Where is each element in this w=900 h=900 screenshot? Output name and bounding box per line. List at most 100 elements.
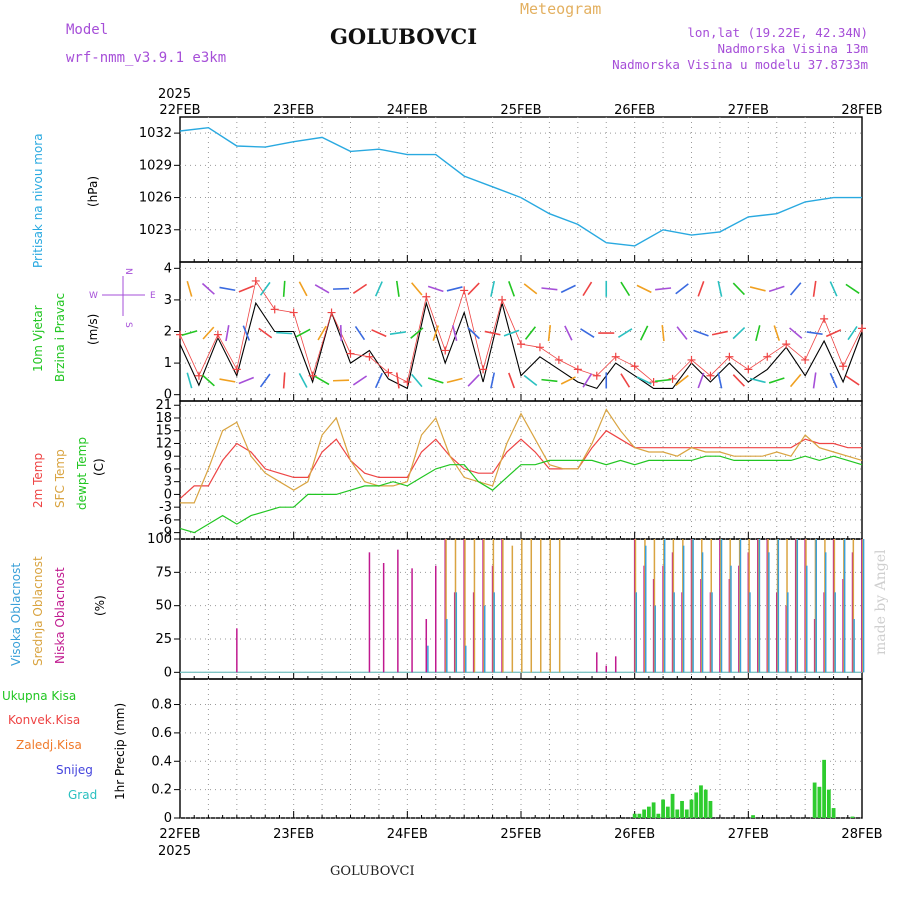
year-bottom: 2025: [158, 844, 191, 859]
wind-arrow: [491, 373, 494, 389]
pressure-panel: 1023102610291032: [139, 117, 862, 262]
wind-unit: (m/s): [86, 314, 100, 345]
precip-bar: [690, 800, 694, 818]
wind-arrow: [390, 332, 406, 334]
cloud-label-low: Niska Oblacnost: [53, 567, 67, 664]
gust-marker: [763, 353, 771, 361]
wind-arrow: [219, 287, 235, 290]
precip-bar: [832, 808, 836, 818]
top-date-label: 22FEB: [159, 103, 200, 118]
precip-bar: [813, 783, 817, 818]
wind-arrow: [296, 329, 310, 337]
temp-unit: (C): [92, 458, 106, 476]
year-top: 2025: [158, 87, 191, 102]
wind-arrow: [219, 379, 235, 382]
precip-panel: 0 0.2 0.4 0.6 0.8: [151, 679, 862, 826]
station-title: GOLUBOVCI: [330, 24, 477, 49]
bottom-date-label: 27FEB: [728, 827, 769, 842]
model-altitude-text: Nadmorska Visina u modelu 37.8733m: [612, 57, 868, 72]
cloud-label-high: Visoka Oblacnost: [9, 563, 23, 666]
temp-label-dew: dewpt Temp: [75, 437, 89, 510]
wind-arrow: [807, 332, 823, 334]
wind-arrow: [618, 329, 632, 337]
top-date-label: 27FEB: [728, 103, 769, 118]
wind-arrow: [718, 281, 721, 297]
wind-arrow: [187, 373, 191, 388]
wind-arrow: [524, 284, 537, 294]
wind-arrow: [299, 282, 307, 296]
y-tick-label: 21: [155, 398, 172, 413]
y-tick-label: 75: [155, 565, 172, 580]
gust-marker: [290, 309, 298, 317]
precip-bar: [751, 815, 755, 818]
pressure-line: [180, 128, 862, 246]
bottom-date-label: 25FEB: [500, 827, 541, 842]
wind-arrow: [848, 326, 857, 339]
precip-bar: [675, 809, 679, 818]
wind-arrow: [733, 283, 744, 295]
wind-arrow: [641, 326, 648, 340]
gust-marker: [555, 356, 563, 364]
cloud-unit: (%): [93, 595, 107, 616]
top-date-label: 25FEB: [500, 103, 541, 118]
wind-arrow: [341, 325, 342, 341]
compass-e: E: [150, 291, 156, 301]
wind-arrow: [791, 283, 801, 295]
precip-labels: Ukupna Kisa Konvek.Kisa Zaledj.Kisa Snij…: [2, 689, 127, 802]
y-tick-label: 3: [164, 293, 172, 308]
wind-arrow: [226, 325, 229, 341]
wind-arrow: [637, 285, 651, 292]
precip-bar: [652, 802, 656, 818]
wind-arrow: [468, 375, 479, 387]
pressure-labels: Pritisak na nivou mora (hPa): [31, 133, 100, 268]
wind-arrow: [676, 376, 689, 386]
top-date-label: 24FEB: [387, 103, 428, 118]
wind-arrow: [261, 282, 270, 295]
cloud-panel: 0 25 50 75 100: [147, 532, 863, 680]
temp-labels: 2m Temp SFC Temp dewpt Temp (C): [31, 437, 106, 510]
bottom-date-label: 28FEB: [841, 827, 882, 842]
model-name: wrf-nmm_v3.9.1 e3km: [66, 50, 226, 66]
precip-label-total: Ukupna Kisa: [2, 689, 76, 703]
wind-arrow: [541, 380, 557, 382]
precip-bar: [680, 801, 684, 818]
wind-panel: 01234: [164, 261, 866, 402]
y-tick-label: 1: [164, 356, 172, 371]
precip-bar: [661, 800, 665, 818]
wind-arrow: [712, 331, 728, 334]
gust-marker: [422, 293, 430, 301]
wind-arrow: [353, 376, 366, 385]
y-tick-label: 0.8: [151, 698, 172, 713]
precip-bar: [817, 787, 821, 818]
wind-arrow: [814, 373, 816, 389]
precip-bar: [709, 801, 713, 818]
top-date-label: 28FEB: [841, 103, 882, 118]
wind-arrow: [276, 333, 292, 334]
wind-arrow: [541, 288, 557, 290]
y-tick-label: 4: [164, 261, 172, 276]
wind-arrow: [677, 327, 687, 340]
y-tick-label: 1029: [139, 158, 172, 173]
coords-text: lon,lat (19.22E, 42.34N): [687, 25, 868, 40]
wind-arrow: [315, 285, 329, 293]
precip-bar: [694, 792, 698, 818]
wind-title-line2: Brzina i Pravac: [53, 293, 67, 382]
wind-arrow: [750, 287, 766, 291]
wind-arrow: [411, 328, 423, 338]
precip-bar: [647, 807, 651, 818]
wind-arrow: [756, 325, 760, 341]
temp-label-sfc: SFC Temp: [53, 449, 67, 508]
gust-marker: [517, 340, 525, 348]
wind-arrow: [526, 327, 536, 340]
wind-arrow: [655, 380, 671, 382]
wind-arrow: [182, 331, 197, 335]
meteogram-chart: Model wrf-nmm_v3.9.1 e3km GOLUBOVCI Mete…: [0, 0, 900, 900]
gust-marker: [328, 309, 336, 317]
wind-arrow: [447, 379, 463, 383]
wind-arrow: [621, 374, 629, 388]
precip-bar: [666, 807, 670, 818]
wind-arrow: [581, 329, 595, 337]
wind-arrow: [733, 328, 745, 339]
precip-bar: [704, 790, 708, 818]
